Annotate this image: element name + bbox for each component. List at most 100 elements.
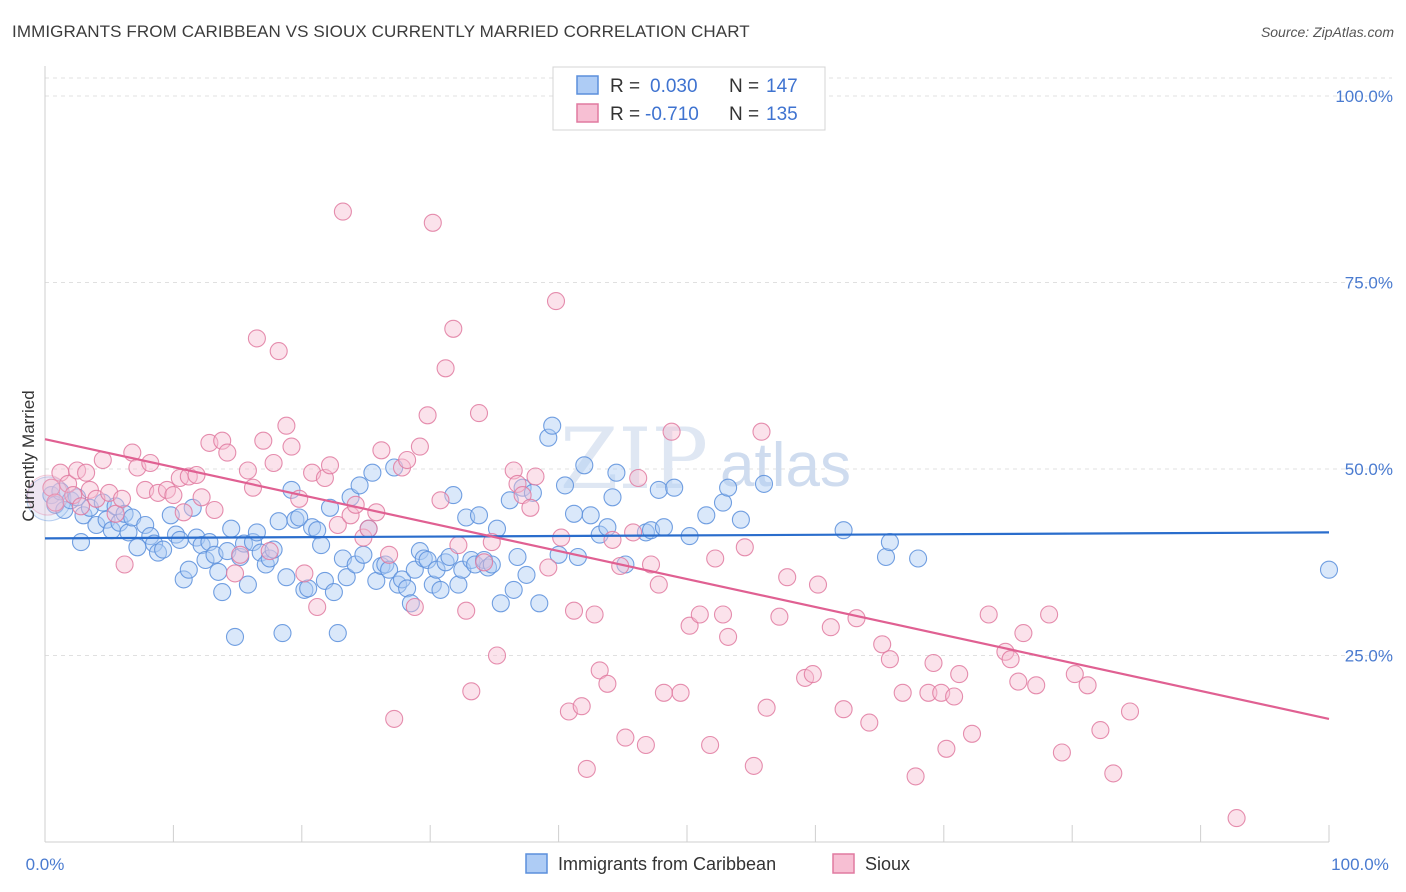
point-caribbean-96 xyxy=(469,506,489,525)
point-sioux-137 xyxy=(1052,743,1071,762)
point-caribbean-87 xyxy=(431,580,450,599)
point-caribbean-78 xyxy=(392,570,412,589)
point-sioux-134 xyxy=(1014,624,1033,643)
point-caribbean-112 xyxy=(555,476,575,495)
point-sioux-30 xyxy=(218,443,237,462)
point-sioux-121 xyxy=(893,683,912,702)
point-caribbean-91 xyxy=(449,575,468,594)
point-sioux-119 xyxy=(873,635,892,654)
point-sioux-99 xyxy=(671,683,690,702)
point-sioux-94 xyxy=(636,735,655,755)
legend-n-value-sioux: 135 xyxy=(766,104,798,125)
point-sioux-57 xyxy=(385,709,404,728)
point-sioux-133 xyxy=(1009,672,1028,691)
point-sioux-136 xyxy=(1040,605,1059,624)
legend-swatch-caribbean xyxy=(576,75,599,95)
trend-line-caribbean xyxy=(44,531,1330,540)
point-sioux-71 xyxy=(475,553,494,572)
legend-r-label-caribbean: R = xyxy=(610,76,640,97)
point-caribbean-71 xyxy=(363,463,382,482)
point-sioux-32 xyxy=(231,545,250,564)
point-sioux-49 xyxy=(333,202,352,221)
point-caribbean-21 xyxy=(145,534,164,553)
point-sioux-74 xyxy=(504,461,523,480)
point-sioux-67 xyxy=(449,536,468,555)
point-caribbean-69 xyxy=(354,545,373,564)
point-sioux-26 xyxy=(192,488,211,507)
bottom-legend-swatch-caribbean xyxy=(525,853,548,874)
y-tick-label-0: 100.0% xyxy=(1335,87,1393,106)
point-sioux-106 xyxy=(735,538,754,557)
point-sioux-59 xyxy=(398,450,417,470)
point-caribbean-106 xyxy=(517,565,536,584)
point-sioux-68 xyxy=(457,601,476,620)
point-sioux-55 xyxy=(372,441,391,460)
point-sioux-130 xyxy=(979,605,998,624)
point-sioux-101 xyxy=(690,605,709,624)
point-caribbean-124 xyxy=(649,480,668,499)
point-caribbean-120 xyxy=(607,463,626,482)
point-caribbean-58 xyxy=(308,521,327,540)
point-sioux-96 xyxy=(649,575,668,594)
point-sioux-69 xyxy=(462,682,481,701)
point-caribbean-135 xyxy=(880,533,899,552)
point-sioux-103 xyxy=(706,549,725,568)
series-sioux-points xyxy=(27,202,1246,828)
point-sioux-47 xyxy=(320,456,340,475)
point-sioux-48 xyxy=(328,515,347,535)
point-sioux-110 xyxy=(770,607,789,626)
point-sioux-41 xyxy=(282,437,301,456)
point-sioux-35 xyxy=(247,329,266,348)
point-caribbean-65 xyxy=(337,568,356,587)
point-caribbean-67 xyxy=(346,555,365,574)
point-caribbean-62 xyxy=(324,583,343,602)
point-caribbean-133 xyxy=(834,521,853,540)
y-axis-label: Currently Married xyxy=(19,390,38,521)
point-sioux-83 xyxy=(564,601,584,620)
point-sioux-79 xyxy=(539,558,558,577)
point-sioux-75 xyxy=(508,474,527,493)
point-caribbean-79 xyxy=(398,579,417,598)
point-caribbean-131 xyxy=(731,510,750,529)
point-sioux-63 xyxy=(423,213,442,232)
point-sioux-132 xyxy=(1001,650,1020,669)
point-caribbean-26 xyxy=(170,530,189,549)
point-sioux-cluster xyxy=(27,474,69,516)
point-sioux-53 xyxy=(359,519,378,538)
point-caribbean-109 xyxy=(539,428,558,447)
point-sioux-28 xyxy=(205,500,224,520)
point-sioux-118 xyxy=(860,713,879,732)
point-caribbean-134 xyxy=(876,547,896,567)
legend-r-value-caribbean: 0.030 xyxy=(650,76,698,97)
point-caribbean-49 xyxy=(269,512,288,531)
point-caribbean-42 xyxy=(238,575,257,594)
point-caribbean-38 xyxy=(222,519,241,538)
watermark-atlas: atlas xyxy=(720,431,851,500)
y-tick-label-2: 50.0% xyxy=(1345,460,1393,479)
legend-n-value-caribbean: 147 xyxy=(766,76,798,97)
point-sioux-98 xyxy=(662,422,681,441)
point-caribbean-51 xyxy=(277,568,296,587)
point-sioux-64 xyxy=(431,491,450,510)
point-sioux-113 xyxy=(803,665,822,684)
trend-lines xyxy=(44,438,1330,720)
watermark-zip: ZIP xyxy=(560,410,708,508)
point-sioux-65 xyxy=(436,359,455,378)
point-sioux-89 xyxy=(603,530,622,549)
point-caribbean-125 xyxy=(654,518,673,537)
point-caribbean-136 xyxy=(909,549,928,568)
point-caribbean-47 xyxy=(260,549,279,568)
grid-lines xyxy=(45,77,1392,656)
bottom-legend-label-caribbean: Immigrants from Caribbean xyxy=(558,854,776,874)
point-sioux-7 xyxy=(77,463,96,482)
point-caribbean-16 xyxy=(119,523,138,542)
x-tick-labels: 0.0% 100.0% xyxy=(26,855,1389,874)
point-sioux-6 xyxy=(71,497,91,516)
legend-swatch-sioux xyxy=(576,103,599,123)
point-sioux-36 xyxy=(254,431,273,450)
y-tick-label-1: 75.0% xyxy=(1345,274,1393,293)
point-caribbean-50 xyxy=(273,624,292,643)
point-sioux-85 xyxy=(577,759,596,778)
point-sioux-56 xyxy=(380,545,399,564)
chart-title: IMMIGRANTS FROM CARIBBEAN VS SIOUX CURRE… xyxy=(12,22,750,41)
